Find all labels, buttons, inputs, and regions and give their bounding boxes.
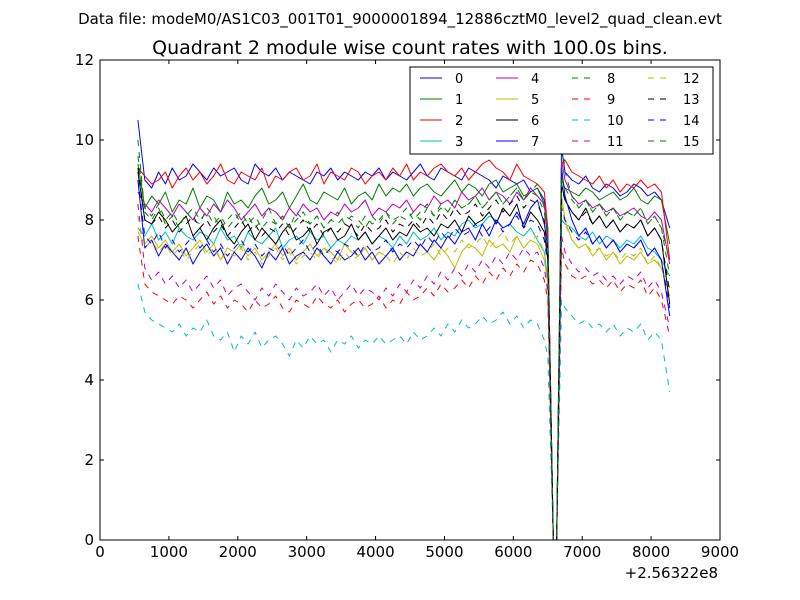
chart-title: Quadrant 2 module wise count rates with …: [152, 37, 668, 59]
legend-label-10: 10: [607, 114, 624, 129]
figure-suptitle: Data file: modeM0/AS1C03_001T01_90000018…: [78, 10, 722, 29]
y-tick-label: 0: [84, 531, 94, 549]
series-line-4: [137, 159, 671, 541]
legend-frame: [409, 66, 714, 155]
x-tick-label: 0: [95, 543, 105, 561]
series-line-9: [137, 235, 671, 541]
series-line-3: [137, 215, 671, 541]
y-tick-label: 4: [84, 371, 94, 389]
legend-label-4: 4: [531, 72, 539, 87]
series-line-8: [137, 135, 671, 541]
x-tick-label: 1000: [150, 543, 188, 561]
legend-label-3: 3: [455, 135, 463, 150]
x-tick-label: 9000: [701, 543, 739, 561]
x-tick-label: 2000: [219, 543, 257, 561]
legend-label-6: 6: [531, 114, 539, 129]
y-tick-label: 10: [75, 131, 94, 149]
legend-label-15: 15: [683, 135, 700, 150]
legend-label-1: 1: [455, 93, 463, 108]
legend-label-2: 2: [455, 114, 463, 129]
x-tick-label: 7000: [563, 543, 601, 561]
legend-label-5: 5: [531, 93, 539, 108]
series-line-0: [137, 119, 671, 541]
series-line-14: [137, 179, 671, 541]
x-axis-ticks: 0 1000 2000 3000 4000 5000 6000 7000 8000 9000: [95, 60, 739, 561]
series-line-10: [137, 283, 671, 541]
legend-label-8: 8: [607, 72, 615, 87]
series-line-12: [137, 203, 671, 541]
legend-label-7: 7: [531, 135, 539, 150]
y-tick-label: 12: [75, 51, 94, 69]
legend-label-0: 0: [455, 72, 463, 87]
x-tick-label: 3000: [288, 543, 326, 561]
legend-label-11: 11: [607, 135, 624, 150]
legend-label-13: 13: [683, 93, 700, 108]
series-layer: [137, 119, 671, 541]
x-tick-label: 6000: [494, 543, 532, 561]
x-tick-label: 4000: [356, 543, 394, 561]
series-line-1: [137, 163, 671, 541]
x-axis-offset-label: +2.56322e8: [625, 564, 718, 582]
series-line-11: [137, 203, 671, 541]
y-tick-label: 6: [84, 291, 94, 309]
series-line-13: [137, 167, 671, 541]
legend-label-12: 12: [683, 72, 700, 87]
y-tick-label: 2: [84, 451, 94, 469]
series-line-2: [137, 159, 671, 541]
legend-label-9: 9: [607, 93, 615, 108]
x-tick-label: 5000: [425, 543, 463, 561]
x-tick-label: 8000: [632, 543, 670, 561]
legend-label-14: 14: [683, 114, 700, 129]
series-line-15: [137, 155, 671, 541]
plot-area-frame: [99, 59, 721, 541]
y-tick-label: 8: [84, 211, 94, 229]
